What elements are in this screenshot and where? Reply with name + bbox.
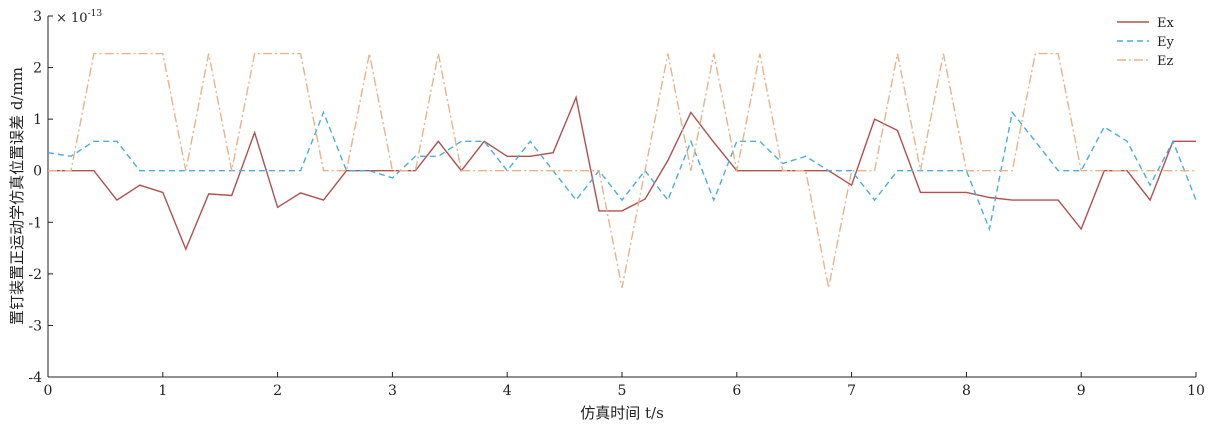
y-tick-label: 0 <box>33 164 42 180</box>
x-tick-label: 9 <box>1077 383 1086 399</box>
x-tick-label: 5 <box>618 383 627 399</box>
x-tick-label: 8 <box>962 383 971 399</box>
y-tick-label: 3 <box>33 9 42 25</box>
x-tick-label: 6 <box>732 383 741 399</box>
series-layer <box>47 52 1197 288</box>
x-tick-label: 3 <box>388 383 397 399</box>
x-tick-label: 2 <box>273 383 282 399</box>
y-tick-label: -4 <box>28 370 42 386</box>
series-line-ex <box>48 95 1196 251</box>
x-tick-label: 7 <box>847 383 856 399</box>
y-multiplier-base: × 10 <box>56 11 88 26</box>
x-tick-label: 1 <box>158 383 167 399</box>
x-tick-label: 10 <box>1187 383 1205 399</box>
legend: Ex Ey Ez <box>1117 16 1174 69</box>
x-tick-label: 4 <box>503 383 512 399</box>
y-multiplier-label: × 10-13 <box>56 9 102 26</box>
y-multiplier-exponent: -13 <box>88 9 103 19</box>
legend-label-ex: Ex <box>1157 16 1174 31</box>
legend-label-ey: Ey <box>1157 35 1174 50</box>
series-line-ez <box>48 52 1196 288</box>
y-tick-label: -1 <box>28 215 42 231</box>
x-tick-label: 0 <box>44 383 53 399</box>
y-tick-label: -2 <box>28 267 42 283</box>
series-line-ey <box>47 110 1197 232</box>
y-tick-label: 1 <box>33 112 42 128</box>
legend-label-ez: Ez <box>1157 54 1173 69</box>
y-tick-label: -3 <box>28 318 42 334</box>
y-axis-title: 置钉装置正运动学仿真位置误差 d/mm <box>8 67 26 325</box>
x-axis-title: 仿真时间 t/s <box>580 404 664 422</box>
axes: 0 1 2 3 4 5 6 7 8 9 10 -4 -3 -2 -1 0 1 2 3 <box>28 9 1205 399</box>
y-tick-label: 2 <box>33 61 42 77</box>
